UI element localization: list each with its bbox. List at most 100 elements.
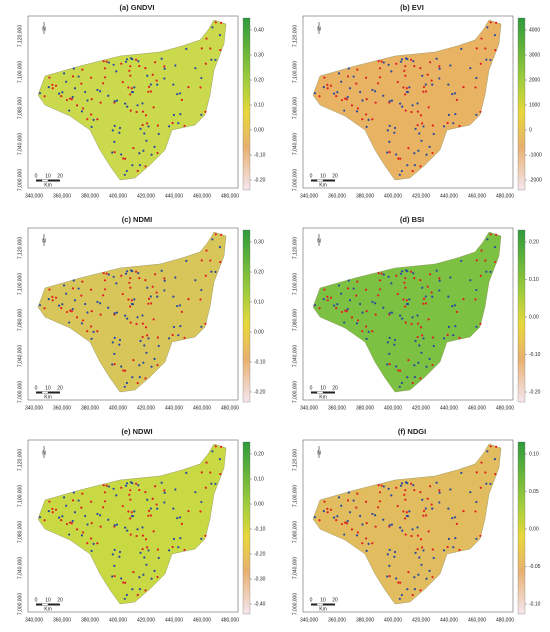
sample-point	[323, 288, 326, 291]
sample-point	[348, 87, 352, 90]
x-tick-label: 460,000	[468, 193, 486, 199]
sample-point	[414, 551, 417, 554]
sample-point	[494, 472, 497, 476]
sample-point	[146, 74, 149, 77]
x-tick-label: 400,000	[384, 193, 402, 199]
legend-tick-label: 0.00	[254, 127, 264, 133]
sample-point	[380, 272, 383, 275]
sample-point	[378, 279, 382, 282]
sample-point	[431, 363, 434, 367]
sample-point	[355, 322, 359, 325]
sample-point	[130, 90, 134, 94]
sample-point	[446, 545, 449, 549]
sample-point	[416, 547, 419, 551]
x-tick-label: 360,000	[53, 617, 71, 623]
y-tick-label: 7,080,000	[17, 309, 23, 331]
sample-point	[318, 307, 321, 310]
sample-point	[62, 496, 66, 499]
sample-point	[462, 298, 465, 301]
sample-point	[414, 339, 417, 342]
sample-point	[57, 516, 61, 519]
sample-point	[388, 151, 391, 154]
sample-point	[323, 500, 326, 503]
sample-point	[343, 109, 346, 112]
scale-label: 10	[320, 597, 326, 603]
scale-unit: Km	[44, 394, 52, 400]
sample-point	[484, 471, 487, 474]
sample-point	[411, 381, 414, 385]
sample-point	[427, 530, 430, 533]
sample-point	[163, 65, 166, 68]
sample-point	[422, 302, 425, 305]
sample-point	[480, 461, 483, 464]
sample-point	[75, 528, 79, 531]
sample-point	[150, 365, 153, 368]
sample-point	[141, 526, 144, 529]
color-bar	[242, 17, 251, 191]
sample-point	[399, 369, 402, 372]
sample-point	[382, 61, 385, 64]
sample-point	[493, 246, 497, 249]
sample-point	[65, 310, 69, 314]
sample-point	[404, 481, 408, 484]
sample-point	[139, 127, 142, 130]
sample-point	[469, 279, 472, 282]
sample-point	[378, 288, 382, 291]
y-tick-label: 7,120,000	[17, 449, 23, 471]
y-tick-label: 7,040,000	[292, 557, 298, 579]
sample-point	[453, 92, 457, 95]
sample-point	[172, 113, 176, 117]
sample-point	[204, 534, 207, 537]
sample-point	[144, 589, 147, 592]
sample-point	[428, 357, 431, 360]
sample-point	[176, 304, 179, 308]
sample-point	[90, 325, 93, 328]
sample-point	[153, 569, 156, 572]
sample-point	[103, 288, 107, 291]
sample-point	[329, 296, 333, 299]
y-tick-label: 7,040,000	[17, 557, 23, 579]
sample-point	[47, 86, 50, 89]
sample-point	[138, 164, 141, 167]
sample-point	[136, 169, 139, 173]
sample-point	[416, 102, 419, 105]
sample-point	[479, 322, 482, 325]
sample-point	[102, 82, 105, 85]
sample-point	[367, 330, 370, 333]
sample-point	[382, 94, 385, 97]
sample-point	[38, 304, 42, 307]
sample-point	[475, 500, 478, 504]
sample-point	[424, 507, 427, 510]
sample-point	[120, 365, 123, 368]
sample-point	[124, 60, 128, 63]
sample-point	[322, 510, 325, 513]
sample-point	[347, 491, 350, 494]
sample-point	[102, 272, 105, 275]
study-area	[312, 231, 502, 393]
sample-point	[163, 77, 166, 80]
sample-point	[149, 302, 153, 305]
sample-point	[65, 80, 68, 83]
sample-point	[335, 307, 338, 310]
sample-point	[136, 316, 139, 319]
sample-point	[438, 65, 441, 68]
sample-point	[187, 510, 190, 513]
sample-point	[442, 125, 446, 128]
sample-point	[388, 363, 391, 366]
sample-point	[458, 336, 461, 339]
sample-point	[171, 121, 174, 125]
sample-point	[395, 577, 398, 580]
sample-point	[489, 445, 492, 448]
sample-point	[141, 534, 145, 537]
color-bar	[517, 441, 526, 615]
sample-point	[130, 302, 134, 306]
sample-point	[54, 508, 58, 511]
sample-point	[435, 57, 438, 60]
sample-point	[412, 272, 415, 275]
sample-point	[378, 500, 382, 503]
sample-point	[453, 516, 457, 519]
sample-point	[401, 529, 404, 532]
sample-point	[388, 524, 391, 527]
sample-point	[452, 546, 455, 549]
